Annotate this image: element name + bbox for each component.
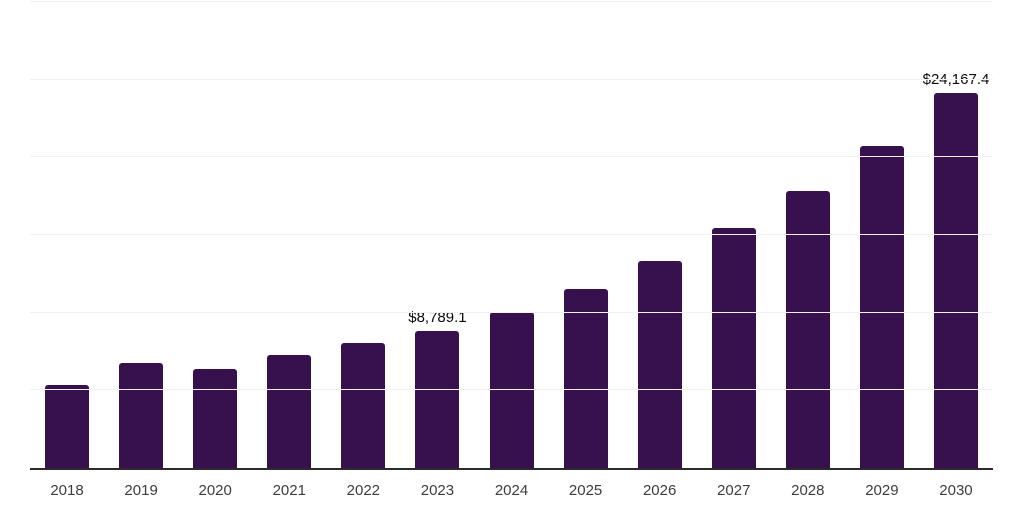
gridline-5000 — [30, 389, 993, 391]
bar-slot-2024 — [474, 2, 548, 468]
x-tick-2027: 2027 — [717, 482, 751, 499]
x-axis-tick-labels: 2018 2019 2020 2021 2022 2023 2024 2025 2026 2027… — [30, 480, 993, 502]
x-tick-2028: 2028 — [791, 482, 825, 499]
plot-area: $8,789.1 $24,167.4 — [30, 1, 993, 470]
x-tick-2030: 2030 — [939, 482, 973, 499]
x-tick-2018: 2018 — [50, 482, 84, 499]
x-tick-2026: 2026 — [642, 482, 677, 499]
x-tick-2022: 2022 — [346, 482, 381, 499]
bar-slot-2019 — [104, 2, 178, 468]
bar-slot-2018 — [30, 2, 104, 468]
bar-2022 — [341, 342, 386, 468]
bar-slot-2022 — [326, 2, 400, 468]
bar-slot-2025 — [549, 2, 623, 468]
x-tick-2023: 2023 — [420, 482, 455, 499]
x-tick-2024: 2024 — [494, 482, 529, 499]
bar-2027 — [711, 228, 756, 468]
gridline-25000 — [30, 78, 993, 80]
bar-2026 — [637, 260, 682, 468]
gridline-20000 — [30, 156, 993, 158]
x-tick-2019: 2019 — [124, 482, 158, 499]
x-tick-2025: 2025 — [568, 482, 603, 499]
bar-2018 — [45, 384, 90, 468]
bar-2029 — [859, 145, 904, 468]
data-label-2023: $8,789.1 — [408, 309, 467, 327]
bar-slot-2026 — [623, 2, 697, 468]
bar-2023 — [415, 331, 460, 468]
gridline-30000 — [30, 1, 993, 2]
bar-2019 — [119, 363, 164, 468]
bar-2028 — [785, 190, 830, 468]
bar-slot-2021 — [252, 2, 326, 468]
bar-2021 — [267, 354, 312, 468]
gridline-15000 — [30, 234, 993, 235]
bar-2020 — [193, 369, 238, 468]
x-tick-2021: 2021 — [272, 482, 306, 499]
bar-slot-2020 — [178, 2, 252, 468]
x-tick-2020: 2020 — [198, 482, 232, 499]
bar-slot-2028 — [771, 2, 845, 468]
bar-2025 — [563, 288, 608, 468]
bar-slot-2027 — [697, 2, 771, 468]
gridline-10000 — [30, 311, 993, 313]
bar-slot-2029 — [845, 2, 919, 468]
x-tick-2029: 2029 — [865, 482, 899, 499]
bars-container: $8,789.1 $24,167.4 — [30, 2, 993, 468]
bar-slot-2023: $8,789.1 — [400, 2, 474, 468]
bar-slot-2030: $24,167.4 — [919, 2, 993, 468]
bar-2030 — [933, 92, 978, 468]
